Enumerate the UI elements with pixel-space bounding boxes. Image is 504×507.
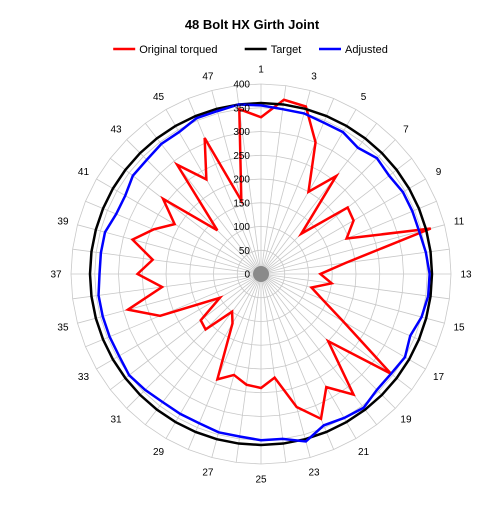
series-adjusted <box>97 103 431 443</box>
grid-spoke-42 <box>110 158 262 275</box>
grid-spoke-27 <box>211 273 262 458</box>
chart-title: 48 Bolt HX Girth Joint <box>185 17 320 32</box>
legend: Original torqued Target Adjusted <box>113 44 388 56</box>
category-label-19: 19 <box>400 414 412 425</box>
category-label-3: 3 <box>311 71 317 82</box>
category-label-7: 7 <box>403 125 409 136</box>
r-tick-label-100: 100 <box>233 222 250 233</box>
grid-spoke-41 <box>96 178 262 275</box>
legend-label-original-torqued: Original torqued <box>139 44 217 56</box>
grid-spoke-36 <box>72 273 262 300</box>
category-label-27: 27 <box>202 468 214 479</box>
polar-grid <box>70 83 452 465</box>
category-label-33: 33 <box>78 372 90 383</box>
grid-spoke-39 <box>77 224 262 275</box>
category-label-31: 31 <box>110 414 122 425</box>
r-tick-label-50: 50 <box>239 246 251 257</box>
grid-spoke-8 <box>260 158 412 275</box>
grid-spoke-16 <box>260 273 437 348</box>
grid-spoke-46 <box>187 98 262 275</box>
category-label-47: 47 <box>202 71 214 82</box>
category-label-23: 23 <box>308 468 320 479</box>
category-label-29: 29 <box>153 447 165 458</box>
grid-spoke-32 <box>110 273 262 390</box>
grid-spoke-29 <box>165 273 262 439</box>
category-label-5: 5 <box>361 92 367 103</box>
grid-spoke-9 <box>260 178 426 275</box>
category-label-41: 41 <box>78 167 90 178</box>
grid-spoke-28 <box>187 273 262 450</box>
series-group <box>88 98 434 447</box>
grid-spoke-20 <box>260 273 377 425</box>
grid-spoke-4 <box>260 98 335 275</box>
grid-spoke-34 <box>85 273 262 348</box>
grid-spoke-40 <box>85 200 262 275</box>
grid-spoke-26 <box>235 273 262 463</box>
category-label-25: 25 <box>255 475 267 486</box>
grid-spoke-21 <box>260 273 357 439</box>
r-tick-label-150: 150 <box>233 198 250 209</box>
grid-spoke-38 <box>72 248 262 275</box>
r-tick-label-250: 250 <box>233 151 250 162</box>
grid-spoke-2 <box>260 85 287 275</box>
grid-spoke-3 <box>260 90 311 275</box>
category-label-11: 11 <box>454 216 465 227</box>
category-label-13: 13 <box>460 270 472 281</box>
center-hub <box>253 266 269 282</box>
legend-label-adjusted: Adjusted <box>345 44 388 56</box>
grid-spoke-43 <box>126 139 262 275</box>
grid-spoke-12 <box>260 248 450 275</box>
grid-spoke-31 <box>126 273 262 409</box>
r-tick-label-400: 400 <box>233 80 250 91</box>
category-label-9: 9 <box>436 167 442 178</box>
radial-tick-labels: 0 50 100 150 200 250 300 350 400 <box>233 80 250 281</box>
grid-spoke-15 <box>260 273 445 324</box>
grid-spoke-30 <box>145 273 262 425</box>
grid-spoke-45 <box>165 109 262 275</box>
category-label-15: 15 <box>453 323 465 334</box>
category-labels: 1357911131517192123252729313335373941434… <box>50 65 472 486</box>
category-label-17: 17 <box>433 372 445 383</box>
category-label-1: 1 <box>258 65 264 76</box>
r-tick-label-200: 200 <box>233 175 250 186</box>
grid-spoke-44 <box>145 123 262 275</box>
category-label-37: 37 <box>50 270 62 281</box>
grid-spoke-47 <box>211 90 262 275</box>
legend-label-target: Target <box>271 44 302 56</box>
grid-spoke-14 <box>260 273 450 300</box>
category-label-43: 43 <box>110 125 122 136</box>
grid-spoke-33 <box>96 273 262 370</box>
r-tick-label-300: 300 <box>233 127 250 138</box>
series-target <box>88 101 434 447</box>
category-label-45: 45 <box>153 92 165 103</box>
grid-spoke-23 <box>260 273 311 458</box>
grid-spoke-24 <box>260 273 287 463</box>
category-label-21: 21 <box>358 447 370 458</box>
r-tick-label-0: 0 <box>244 270 250 281</box>
grid-spoke-11 <box>260 224 445 275</box>
grid-spoke-7 <box>260 139 396 275</box>
grid-spoke-35 <box>77 273 262 324</box>
category-label-39: 39 <box>57 216 69 227</box>
r-tick-label-350: 350 <box>233 103 250 114</box>
series-original-torqued <box>124 98 432 421</box>
category-label-35: 35 <box>57 323 69 334</box>
